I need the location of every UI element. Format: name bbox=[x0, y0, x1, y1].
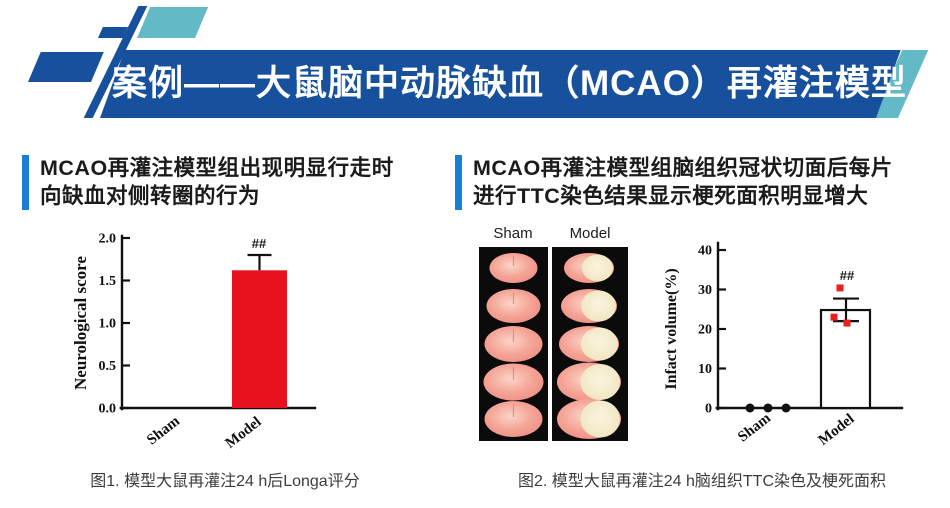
c2-model-point bbox=[830, 313, 838, 321]
sham-data-points bbox=[745, 403, 791, 413]
y-ticks bbox=[718, 248, 726, 410]
y-tick-label: 1.5 bbox=[99, 274, 117, 289]
c2-significance-marker: ## bbox=[840, 268, 855, 283]
model-brain-slices bbox=[557, 253, 621, 439]
slide-title: 案例——大鼠脑中动脉缺血（MCAO）再灌注模型 bbox=[112, 64, 907, 103]
figure2-caption: 图2. 模型大鼠再灌注24 h脑组织TTC染色及梗死面积 bbox=[517, 473, 887, 490]
infarct-regions bbox=[580, 254, 620, 438]
infarct-area bbox=[581, 290, 616, 322]
right-section-heading: MCAO再灌注模型组脑组织冠状切面后每片 进行TTC染色结果显示梗死面积明显增大 bbox=[455, 155, 947, 210]
deco-small-blue-parallelogram bbox=[98, 27, 128, 38]
right-heading-line1: MCAO再灌注模型组脑组织冠状切面后每片 bbox=[473, 156, 893, 180]
brain-slice bbox=[483, 363, 544, 401]
c2-sham-point bbox=[781, 403, 791, 413]
c2-category-sham: Sham bbox=[735, 410, 774, 446]
c1-model-bar bbox=[232, 270, 287, 408]
neurological-score-chart: 0.0 0.5 1.0 1.5 2.0 Neurological score #… bbox=[71, 232, 317, 452]
brain-slice bbox=[489, 253, 538, 283]
y-tick-label: 20 bbox=[698, 323, 712, 338]
model-data-points bbox=[830, 284, 851, 327]
sham-column-label: Sham bbox=[493, 225, 532, 242]
left-heading-accent-bar bbox=[22, 155, 29, 210]
c2-category-model: Model bbox=[816, 411, 858, 449]
y-tick-label: 10 bbox=[698, 362, 712, 377]
c2-sham-point bbox=[763, 403, 773, 413]
c2-model-point bbox=[843, 319, 851, 327]
y-tick-label: 1.0 bbox=[99, 317, 117, 332]
y-tick-label: 0 bbox=[705, 402, 712, 417]
y-tick-label: 40 bbox=[698, 244, 712, 259]
left-heading-line1: MCAO再灌注模型组出现明显行走时 bbox=[40, 156, 394, 180]
y-tick-label: 2.0 bbox=[99, 232, 117, 247]
y-axis-title: Neurological score bbox=[71, 256, 90, 390]
brain-slice bbox=[484, 401, 543, 437]
c2-model-bar bbox=[819, 308, 872, 410]
y-axis-title: Infact volume(%) bbox=[663, 268, 680, 389]
c1-category-model: Model bbox=[223, 414, 265, 452]
y-tick-labels: 0 10 20 30 40 bbox=[698, 244, 712, 417]
brain-slice bbox=[484, 326, 543, 362]
c1-significance-marker: ## bbox=[252, 236, 267, 251]
left-heading-line2: 向缺血对侧转圈的行为 bbox=[40, 183, 261, 208]
figure1-caption: 图1. 模型大鼠再灌注24 h后Longa评分 bbox=[90, 473, 360, 490]
infarct-area bbox=[580, 364, 620, 400]
model-column-label: Model bbox=[570, 225, 611, 242]
y-tick-label: 30 bbox=[698, 283, 712, 298]
deco-teal-parallelogram bbox=[137, 7, 209, 38]
sham-brain-slices bbox=[483, 253, 544, 437]
c2-model-point bbox=[836, 284, 844, 292]
y-tick-label: 0.0 bbox=[99, 402, 117, 417]
deco-large-blue-parallelogram bbox=[28, 52, 104, 82]
y-tick-label: 0.5 bbox=[99, 359, 117, 374]
infarct-area bbox=[580, 400, 620, 438]
infarct-area bbox=[582, 254, 613, 282]
infarct-volume-chart: 0 10 20 30 40 Infact volume(%) ## Sham M… bbox=[663, 241, 904, 449]
ttc-stain-panel: Sham Model bbox=[479, 225, 628, 441]
right-heading-accent-bar bbox=[455, 155, 462, 210]
infarct-area bbox=[580, 327, 618, 361]
y-ticks bbox=[122, 236, 130, 410]
left-section-heading: MCAO再灌注模型组出现明显行走时 向缺血对侧转圈的行为 bbox=[22, 155, 452, 210]
brain-slice bbox=[486, 289, 541, 323]
c2-sham-point bbox=[745, 403, 755, 413]
right-heading-line2: 进行TTC染色结果显示梗死面积明显增大 bbox=[473, 183, 869, 208]
c1-category-sham: Sham bbox=[144, 413, 183, 449]
y-tick-labels: 0.0 0.5 1.0 1.5 2.0 bbox=[99, 232, 117, 417]
